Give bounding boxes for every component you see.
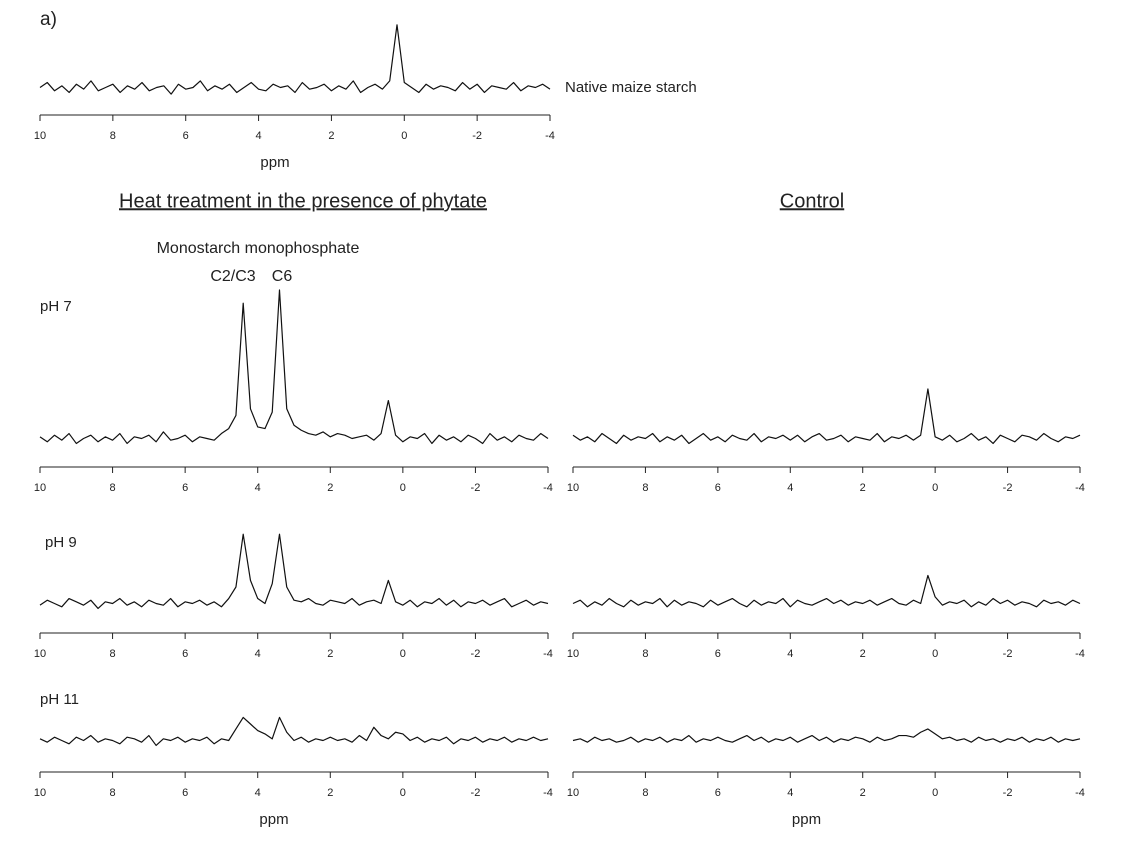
x-tick-label: 10 (567, 648, 579, 660)
x-tick-label: 10 (34, 130, 46, 142)
x-tick-label: -2 (1003, 648, 1013, 660)
x-tick-label: 0 (932, 648, 938, 660)
x-tick-label: 10 (567, 482, 579, 494)
panel-label: pH 11 (40, 691, 79, 708)
x-tick-label: 10 (34, 648, 46, 660)
x-tick-label: 0 (400, 787, 406, 799)
panel-label: pH 7 (40, 298, 72, 315)
annotation: C2/C3 (210, 268, 255, 285)
x-tick-label: 2 (327, 787, 333, 799)
x-tick-label: 8 (110, 130, 116, 142)
x-tick-label: 10 (34, 482, 46, 494)
x-tick-label: 8 (110, 482, 116, 494)
x-tick-label: 2 (328, 130, 334, 142)
spectrum-line (572, 574, 1081, 608)
spectrum-line (39, 289, 549, 445)
x-tick-label: 0 (932, 787, 938, 799)
x-tick-label: 2 (860, 787, 866, 799)
x-tick-label: 6 (182, 787, 188, 799)
spectrum-line (572, 728, 1081, 743)
x-tick-label: -4 (1075, 648, 1085, 660)
x-tick-label: 0 (932, 482, 938, 494)
panel-label: Native maize starch (565, 79, 697, 96)
x-tick-label: 0 (401, 130, 407, 142)
x-tick-label: 8 (642, 787, 648, 799)
x-tick-label: -2 (471, 787, 481, 799)
x-tick-label: 8 (110, 787, 116, 799)
spectrum-line (572, 388, 1081, 445)
x-tick-label: 4 (787, 648, 793, 660)
x-tick-label: 8 (110, 648, 116, 660)
x-tick-label: -4 (1075, 482, 1085, 494)
x-tick-label: 4 (255, 482, 261, 494)
spectrum-line (39, 533, 549, 610)
x-tick-label: -4 (543, 787, 553, 799)
x-tick-label: 6 (183, 130, 189, 142)
x-tick-label: -4 (1075, 787, 1085, 799)
x-tick-label: 2 (327, 648, 333, 660)
x-tick-label: 6 (715, 482, 721, 494)
spectrum-line (39, 716, 549, 747)
spectrum-line (39, 24, 551, 95)
x-tick-label: 2 (327, 482, 333, 494)
column-title: Control (780, 190, 844, 212)
x-tick-label: -2 (1003, 787, 1013, 799)
x-tick-label: 4 (787, 482, 793, 494)
x-tick-label: -2 (471, 648, 481, 660)
x-tick-label: -4 (545, 130, 555, 142)
x-axis-label: ppm (260, 154, 289, 171)
panel-label: a) (40, 9, 57, 30)
x-tick-label: 4 (255, 648, 261, 660)
x-axis-label: ppm (792, 811, 821, 828)
x-tick-label: 4 (787, 787, 793, 799)
x-tick-label: 6 (182, 648, 188, 660)
x-tick-label: 6 (715, 787, 721, 799)
x-tick-label: -2 (471, 482, 481, 494)
panel-label: pH 9 (45, 534, 77, 551)
annotation: Monostarch monophosphate (157, 240, 360, 257)
x-axis-label: ppm (259, 811, 288, 828)
x-tick-label: -2 (472, 130, 482, 142)
x-tick-label: 6 (182, 482, 188, 494)
x-tick-label: 4 (255, 787, 261, 799)
x-tick-label: 2 (860, 648, 866, 660)
annotation: C6 (272, 268, 293, 285)
x-tick-label: 10 (34, 787, 46, 799)
x-tick-label: 8 (642, 482, 648, 494)
x-tick-label: 2 (860, 482, 866, 494)
column-title: Heat treatment in the presence of phytat… (119, 190, 487, 212)
x-tick-label: 6 (715, 648, 721, 660)
x-tick-label: -4 (543, 482, 553, 494)
x-tick-label: -4 (543, 648, 553, 660)
x-tick-label: 10 (567, 787, 579, 799)
x-tick-label: 0 (400, 482, 406, 494)
x-tick-label: -2 (1003, 482, 1013, 494)
x-tick-label: 4 (256, 130, 262, 142)
x-tick-label: 0 (400, 648, 406, 660)
x-tick-label: 8 (642, 648, 648, 660)
